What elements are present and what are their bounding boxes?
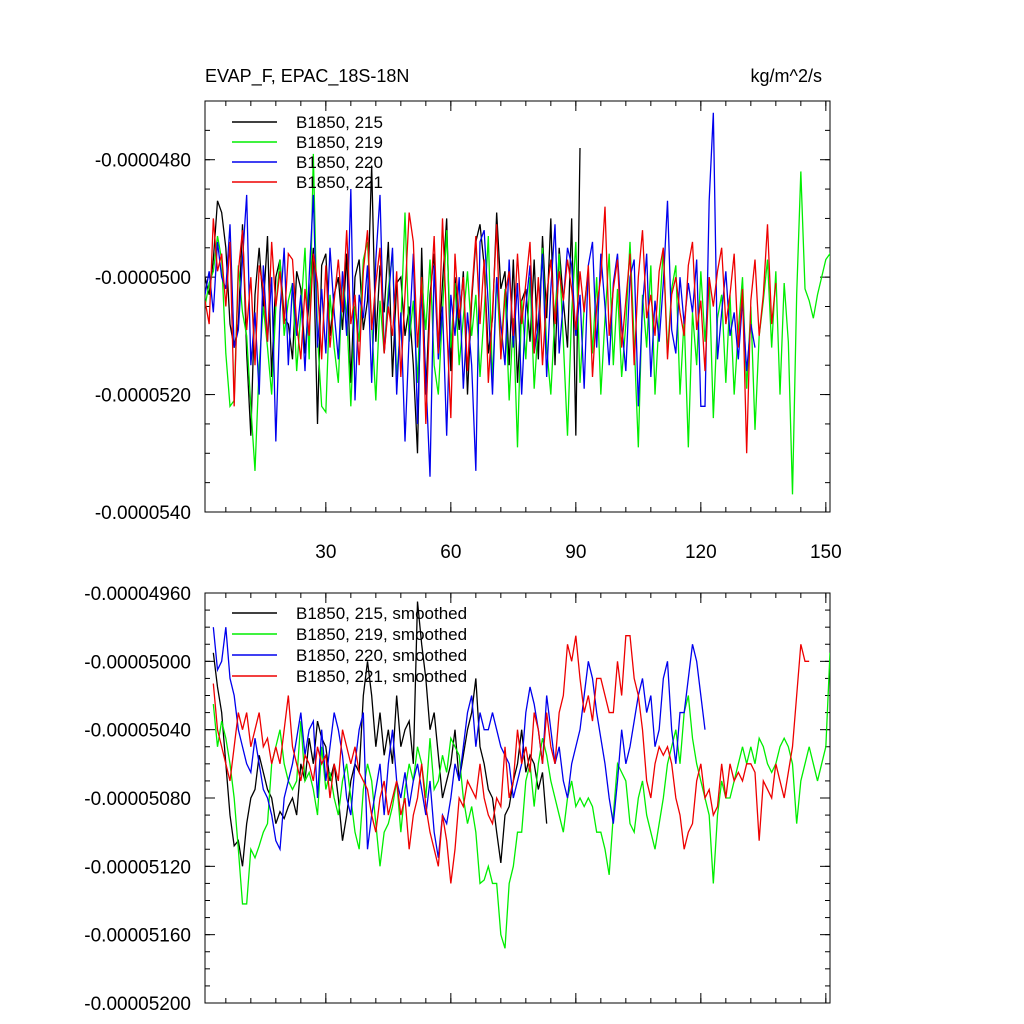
y-tick-label: -0.0000500 [95,268,191,289]
series-line-2 [205,112,756,477]
legend-label: B1850, 221 [296,173,383,192]
x-tick-label: 30 [315,542,336,563]
legend-label: B1850, 220 [296,153,383,172]
legend-label: B1850, 219, smoothed [296,625,467,644]
series-line-2 [212,627,706,858]
y-tick-label: -0.0000540 [95,503,191,524]
y-tick-label: -0.00005080 [84,789,191,810]
chart-title: EVAP_F, EPAC_18S-18N [205,66,409,87]
x-tick-label: 90 [565,542,586,563]
y-tick-label: -0.00005120 [84,857,191,878]
x-tick-label: 120 [685,542,717,563]
bottom-chart-panel: -0.00005200 -0.00005160 -0.00005120 -0.0000… [84,584,831,1015]
series-line-0 [212,601,548,867]
legend-label: B1850, 215, smoothed [296,604,467,623]
y-tick-label: -0.0000520 [95,386,191,407]
x-tick-label: 150 [810,542,842,563]
series-line-0 [205,147,581,454]
series-line-3 [205,206,777,454]
y-tick-label: -0.00005160 [84,926,191,947]
y-tick-label: -0.00005040 [84,721,191,742]
legend-label: B1850, 215 [296,113,383,132]
series-line-3 [212,635,810,884]
y-tick-label: -0.00005000 [84,652,191,673]
series-line-1 [212,652,830,949]
units-label: kg/m^2/s [751,66,822,86]
top-chart-panel: EVAP_F, EPAC_18S-18N kg/m^2/s -0.0000540 -0… [95,66,842,563]
y-tick-label: -0.00004960 [84,584,191,605]
legend-label: B1850, 221, smoothed [296,667,467,686]
y-tick-label: -0.00005200 [84,994,191,1015]
x-tick-label: 60 [440,542,461,563]
legend-label: B1850, 219 [296,133,383,152]
y-tick-label: -0.0000480 [95,151,191,172]
legend-label: B1850, 220, smoothed [296,646,467,665]
